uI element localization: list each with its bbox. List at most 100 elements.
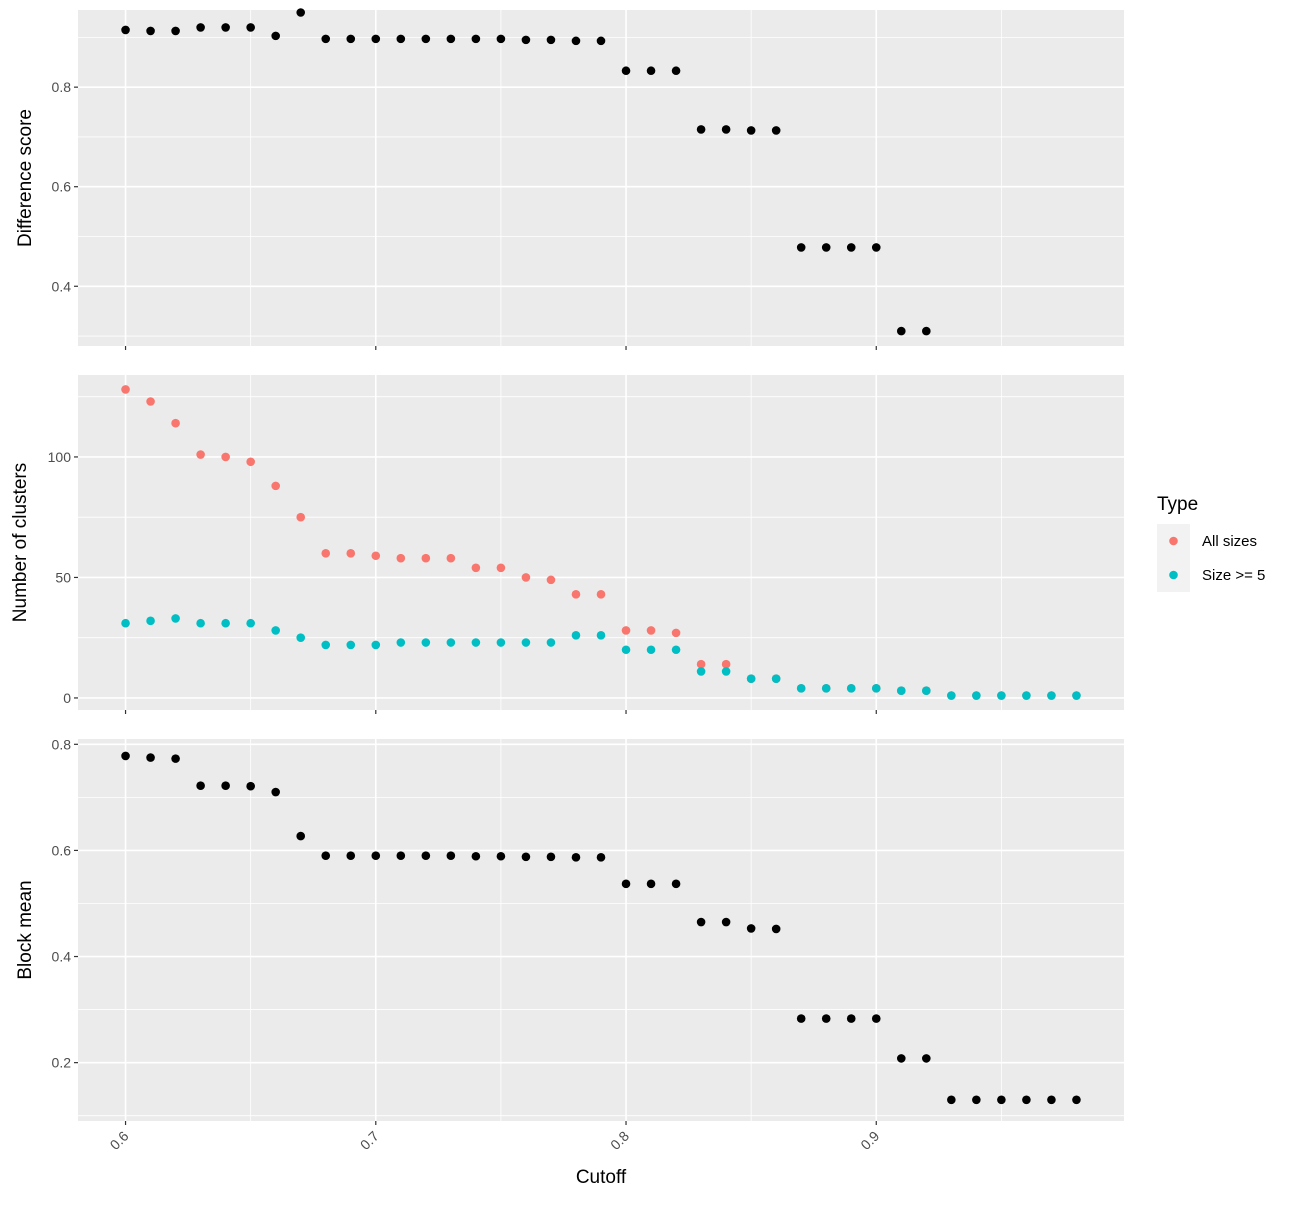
data-point — [146, 26, 155, 36]
y-tick-label: 0.6 — [52, 842, 72, 858]
data-point — [922, 686, 931, 696]
data-point — [796, 684, 806, 693]
data-point — [121, 25, 130, 35]
data-point — [521, 35, 531, 45]
data-point — [1047, 691, 1056, 700]
data-point — [671, 66, 681, 76]
legend-swatch — [1169, 536, 1178, 546]
data-point — [296, 633, 306, 642]
data-point — [296, 8, 306, 17]
data-point — [1047, 1095, 1056, 1105]
data-point — [446, 553, 456, 563]
data-point — [346, 640, 356, 650]
data-point — [997, 691, 1006, 700]
y-tick-label: 50 — [55, 569, 71, 585]
data-point — [196, 450, 205, 459]
panel-bottom: 0.2 0.4 0.6 0.8 Block mean — [15, 736, 1124, 1125]
data-point — [621, 645, 631, 655]
panel-background — [78, 375, 1124, 710]
data-point — [371, 34, 381, 44]
data-point — [696, 659, 706, 669]
x-tick-label: 0.6 — [107, 1128, 132, 1153]
data-point — [671, 879, 681, 889]
y-tick-label: 0.8 — [52, 79, 72, 95]
data-point — [121, 751, 130, 761]
data-point — [721, 917, 731, 927]
data-point — [221, 781, 230, 790]
data-point — [296, 512, 306, 522]
data-point — [271, 31, 280, 41]
x-tick-label: 0.8 — [607, 1128, 632, 1153]
data-point — [922, 1054, 931, 1063]
data-point — [546, 638, 556, 647]
data-point — [646, 645, 656, 655]
x-tick-label: 0.9 — [857, 1128, 882, 1153]
data-point — [421, 34, 431, 44]
panel-background — [78, 739, 1124, 1121]
y-axis-title: Block mean — [15, 880, 36, 979]
data-point — [1072, 691, 1081, 700]
data-point — [871, 1014, 881, 1023]
data-point — [997, 1095, 1006, 1105]
data-point — [171, 26, 180, 36]
data-point — [496, 638, 506, 647]
data-point — [571, 630, 581, 640]
data-point — [871, 243, 881, 252]
data-point — [621, 879, 631, 889]
data-point — [821, 1014, 831, 1023]
data-point — [896, 326, 906, 336]
data-point — [546, 575, 556, 585]
data-point — [746, 674, 756, 683]
y-tick-label: 0.4 — [52, 278, 72, 294]
data-point — [271, 481, 280, 491]
data-point — [446, 638, 456, 647]
legend-swatch — [1169, 570, 1178, 580]
data-point — [546, 35, 556, 45]
data-point — [346, 34, 356, 44]
data-point — [396, 553, 406, 563]
data-point — [1022, 1095, 1031, 1105]
data-point — [671, 628, 681, 638]
data-point — [196, 618, 205, 628]
data-point — [646, 626, 656, 635]
series-size-5 — [121, 614, 1081, 700]
data-point — [696, 667, 706, 676]
data-point — [671, 645, 681, 655]
y-tick-label: 0.4 — [52, 949, 72, 965]
data-point — [771, 924, 781, 934]
data-point — [171, 418, 180, 428]
data-point — [521, 573, 531, 582]
data-point — [221, 23, 230, 32]
y-axis-title: Difference score — [15, 109, 36, 247]
legend-label: All sizes — [1202, 533, 1257, 550]
data-point — [471, 638, 481, 647]
data-point — [221, 618, 230, 628]
data-point — [947, 1095, 956, 1105]
data-point — [146, 397, 155, 406]
data-point — [196, 23, 205, 32]
data-point — [846, 243, 856, 252]
data-point — [746, 924, 756, 933]
data-point — [646, 879, 656, 889]
data-point — [421, 638, 431, 647]
x-tick-label: 0.7 — [357, 1128, 382, 1153]
data-point — [496, 851, 506, 861]
data-point — [121, 618, 130, 628]
data-point — [471, 563, 481, 573]
legend: Type All sizes Size >= 5 — [1157, 494, 1265, 592]
data-point — [321, 851, 331, 861]
data-point — [596, 853, 606, 862]
data-point — [896, 686, 906, 696]
data-point — [571, 590, 581, 599]
data-point — [546, 852, 556, 862]
y-tick-label: 0.6 — [52, 179, 72, 195]
data-point — [196, 781, 205, 790]
data-point — [496, 563, 506, 573]
panel-background — [78, 10, 1124, 346]
y-tick-label: 0.8 — [52, 736, 72, 752]
data-point — [271, 787, 280, 797]
data-point — [621, 626, 631, 635]
data-point — [471, 851, 481, 861]
data-point — [846, 1014, 856, 1023]
data-point — [1022, 691, 1031, 700]
